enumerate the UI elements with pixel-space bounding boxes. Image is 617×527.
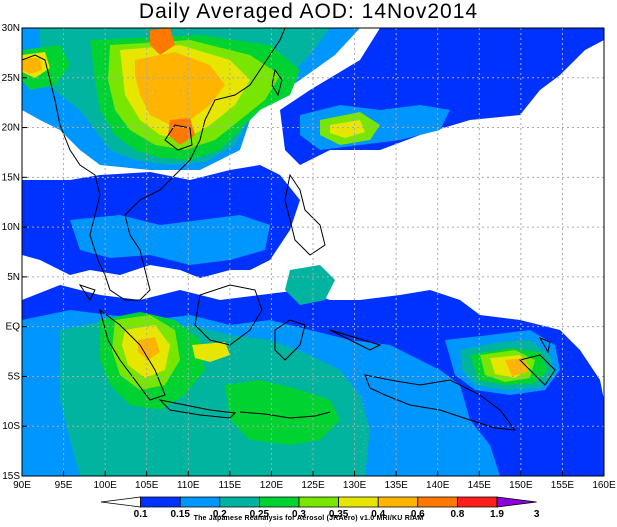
lon-tick-label: 115E bbox=[219, 480, 242, 491]
lat-tick-label: 10N bbox=[2, 222, 20, 233]
lon-tick-label: 100E bbox=[93, 480, 117, 491]
lon-tick-labels: 90E 95E 100E 105E 110E 115E 120E 125E 130E 135E 14… bbox=[13, 471, 616, 491]
lon-tick-label: 155E bbox=[551, 480, 575, 491]
lat-tick-label: 5S bbox=[8, 371, 21, 382]
colorbar-swatch bbox=[496, 496, 537, 508]
lon-tick-label: 160E bbox=[592, 480, 616, 491]
aod-field bbox=[22, 28, 604, 476]
colorbar-label: 0.35 bbox=[329, 509, 349, 520]
lon-tick-label: 130E bbox=[343, 480, 367, 491]
lat-tick-label: 25N bbox=[2, 73, 20, 84]
lon-tick-label: 150E bbox=[509, 480, 533, 491]
lon-tick-label: 90E bbox=[13, 480, 31, 491]
lon-tick-label: 110E bbox=[177, 480, 200, 491]
lat-tick-label: 5N bbox=[7, 272, 20, 283]
lon-tick-label: 140E bbox=[426, 480, 450, 491]
colorbar-swatch bbox=[258, 496, 300, 508]
colorbar-label: 0.15 bbox=[170, 509, 190, 520]
colorbar-swatch bbox=[100, 496, 142, 508]
lon-tick-label: 105E bbox=[135, 480, 159, 491]
aod-region-low bbox=[22, 28, 604, 165]
lat-tick-label: EQ bbox=[6, 322, 21, 333]
colorbar-swatch bbox=[456, 496, 498, 508]
lat-tick-label: 20N bbox=[2, 123, 20, 134]
lat-tick-labels: 30N 25N 20N 15N 10N 5N EQ 5S 10S 15S bbox=[2, 23, 27, 482]
credit-line: The Japanese Reanalysis for Aerosol (JRA… bbox=[193, 515, 424, 522]
colorbar-label: 0.6 bbox=[411, 509, 425, 520]
colorbar-label: 3 bbox=[534, 509, 540, 520]
colorbar-label: 0.8 bbox=[450, 509, 464, 520]
colorbar-swatch bbox=[298, 496, 340, 508]
lat-tick-label: 15N bbox=[2, 172, 20, 183]
colorbar-label: 0.25 bbox=[250, 509, 270, 520]
colorbar-label: 0.1 bbox=[134, 509, 148, 520]
colorbar-swatch bbox=[338, 496, 379, 508]
lat-tick-label: 15S bbox=[2, 471, 20, 482]
colorbar-swatch bbox=[417, 496, 458, 508]
lon-tick-label: 125E bbox=[301, 480, 325, 491]
colorbar-swatch bbox=[179, 496, 221, 508]
lon-tick-label: 120E bbox=[260, 480, 284, 491]
lat-tick-label: 10S bbox=[2, 421, 20, 432]
graticule bbox=[22, 28, 604, 476]
colorbar-swatch bbox=[219, 496, 260, 508]
lon-tick-label: 135E bbox=[384, 480, 408, 491]
colorbar: 0.1 0.15 0.2 0.25 0.3 0.35 0.4 0.6 0.8 1.9 3 bbox=[100, 496, 540, 520]
lon-tick-label: 95E bbox=[55, 480, 73, 491]
aod-region-orange bbox=[135, 52, 225, 125]
colorbar-swatch bbox=[140, 496, 181, 508]
colorbar-label: 1.9 bbox=[490, 509, 504, 520]
coastlines bbox=[22, 28, 556, 431]
lat-tick-label: 30N bbox=[2, 23, 20, 34]
colorbar-label: 0.3 bbox=[292, 509, 306, 520]
aod-region-redorange bbox=[150, 28, 175, 55]
colorbar-swatch bbox=[377, 496, 419, 508]
colorbar-label: 0.2 bbox=[213, 509, 227, 520]
colorbar-label: 0.4 bbox=[371, 509, 385, 520]
map-title: Daily Averaged AOD: 14Nov2014 bbox=[138, 0, 479, 23]
lon-tick-label: 145E bbox=[468, 480, 492, 491]
